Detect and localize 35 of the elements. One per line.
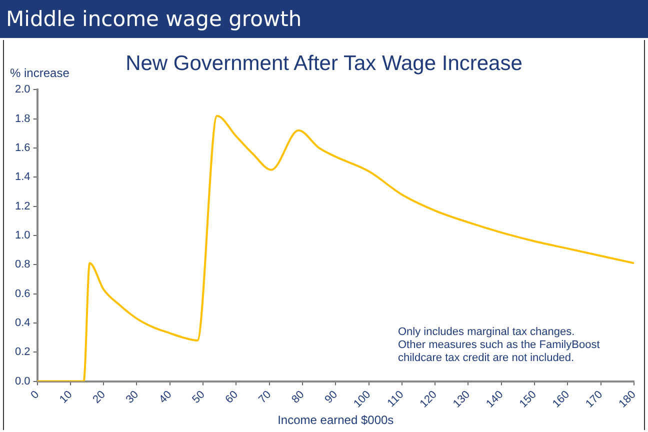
x-tick-label: 80 xyxy=(290,388,307,406)
chart-subtitle: New Government After Tax Wage Increase xyxy=(126,52,522,75)
x-tick-label: 30 xyxy=(124,388,142,406)
annotation: Only includes marginal tax changes. Other measures such as the FamilyBoost childcare tax credit are not included. xyxy=(398,326,600,365)
chart-title: Middle income wage growth xyxy=(0,0,648,38)
y-tick-label: 1.2 xyxy=(14,200,30,212)
y-tick-label: 0.8 xyxy=(14,258,30,271)
x-tick-label: 150 xyxy=(517,388,539,410)
x-tick-label: 120 xyxy=(418,388,440,410)
y-tick-label: 0.2 xyxy=(14,346,30,358)
y-axis-title: % increase xyxy=(10,66,70,80)
x-tick-label: 20 xyxy=(90,388,108,406)
x-axis-title: Income earned $000s xyxy=(278,413,394,428)
x-tick-label: 140 xyxy=(484,388,506,410)
y-tick-label: 0.6 xyxy=(14,288,30,300)
x-tick-label: 40 xyxy=(157,388,174,406)
x-tick-label: 110 xyxy=(385,388,406,410)
x-tick-label: 130 xyxy=(451,388,473,410)
x-tick-label: 60 xyxy=(223,388,240,406)
y-tick-label: 0.4 xyxy=(14,316,30,329)
x-tick-label: 160 xyxy=(550,388,572,410)
y-tick-label: 1.8 xyxy=(14,112,30,125)
x-tick-label: 90 xyxy=(322,388,340,406)
x-tick-label: 70 xyxy=(256,388,274,406)
x-tick-label: 0 xyxy=(28,388,42,402)
x-tick-label: 180 xyxy=(616,388,638,410)
y-tick-label: 1.4 xyxy=(14,171,30,184)
x-tick-label: 10 xyxy=(58,388,75,406)
y-tick-label: 1.6 xyxy=(14,142,30,154)
x-tick-label: 170 xyxy=(584,388,606,410)
y-tick-label: 2.0 xyxy=(14,84,30,96)
y-tick-label: 1.0 xyxy=(14,229,30,242)
y-tick-label: 0.0 xyxy=(14,375,30,388)
x-tick-label: 50 xyxy=(190,388,208,406)
x-tick-label: 100 xyxy=(352,388,374,410)
